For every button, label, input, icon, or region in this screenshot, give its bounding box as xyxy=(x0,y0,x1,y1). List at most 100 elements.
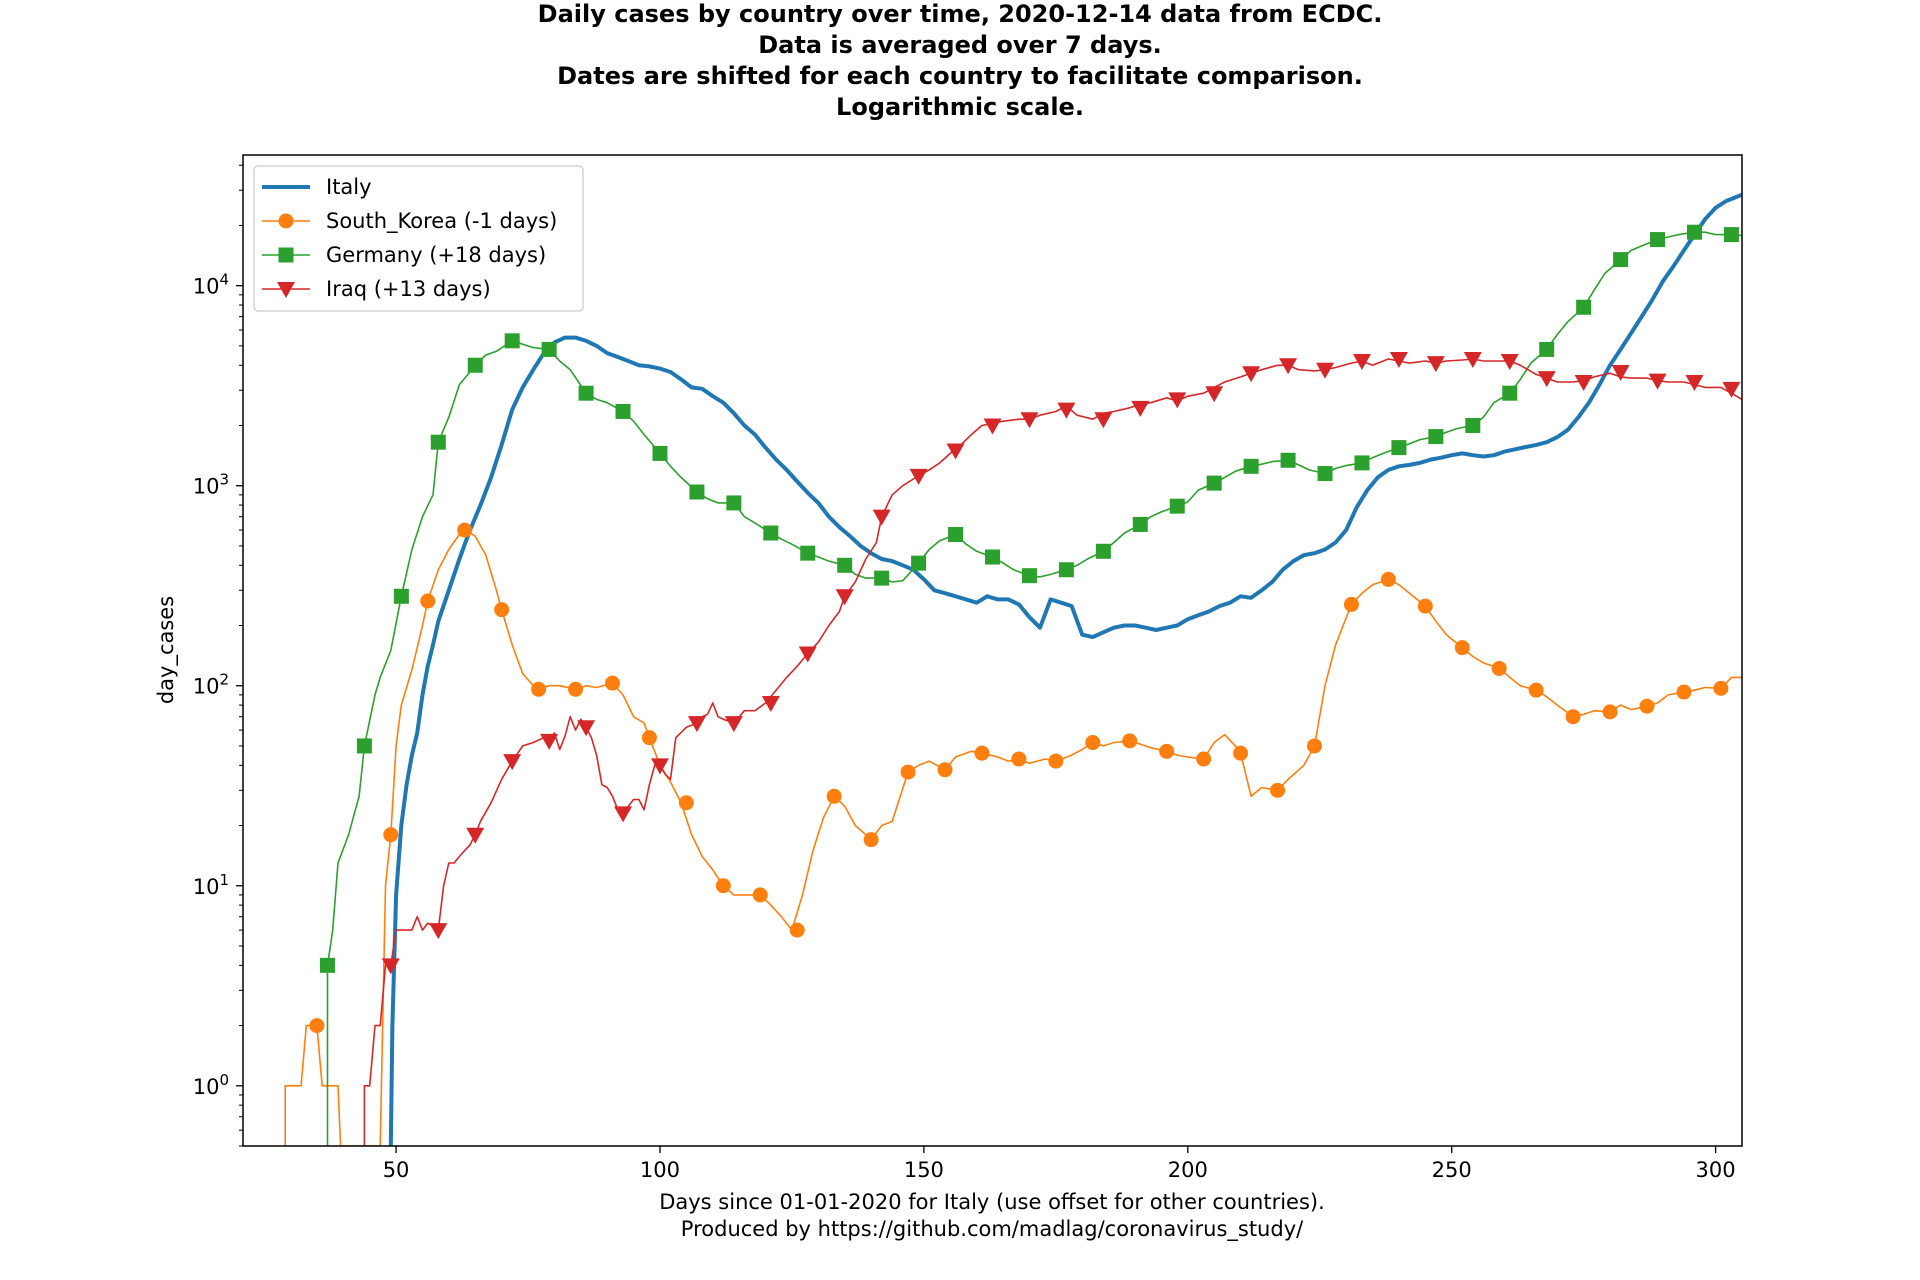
data-point xyxy=(687,716,706,733)
x-tick-label: 300 xyxy=(1696,1158,1736,1182)
x-tick-label: 250 xyxy=(1432,1158,1472,1182)
legend-item: Iraq (+13 days) xyxy=(262,277,491,301)
data-point xyxy=(1306,738,1322,754)
data-point xyxy=(800,545,816,561)
legend-frame xyxy=(253,165,584,312)
data-point xyxy=(466,827,485,844)
data-point xyxy=(393,588,409,604)
data-point xyxy=(874,570,890,586)
data-point xyxy=(1343,596,1359,612)
data-point xyxy=(937,762,953,778)
data-point xyxy=(1528,682,1544,698)
data-point xyxy=(1020,412,1039,429)
legend-item: South_Korea (-1 days) xyxy=(262,209,557,234)
x-axis-label: Days since 01-01-2020 for Italy (use off… xyxy=(659,1190,1325,1242)
data-point xyxy=(724,716,743,733)
title-line-2: Dates are shifted for each country to fa… xyxy=(557,62,1363,90)
data-point xyxy=(650,758,669,775)
data-point xyxy=(983,418,1002,435)
data-point xyxy=(1243,458,1259,474)
data-point xyxy=(1380,571,1396,587)
data-point xyxy=(615,403,631,419)
data-point xyxy=(1465,417,1481,433)
data-point xyxy=(689,484,705,500)
legend-item: Germany (+18 days) xyxy=(262,243,546,267)
data-point xyxy=(1122,733,1138,749)
data-point xyxy=(540,733,559,750)
data-point xyxy=(420,593,436,609)
x-label-line-1: Produced by https://github.com/madlag/co… xyxy=(681,1217,1304,1242)
data-point xyxy=(1085,735,1101,751)
data-point xyxy=(1159,743,1175,759)
series-germany xyxy=(319,224,1742,1146)
data-point xyxy=(1686,224,1702,240)
x-label-line-0: Days since 01-01-2020 for Italy (use off… xyxy=(659,1190,1325,1214)
legend-label: South_Korea (-1 days) xyxy=(326,209,557,234)
x-tick-label: 50 xyxy=(383,1158,410,1182)
legend-item: Italy xyxy=(262,175,372,199)
data-point xyxy=(1389,351,1408,368)
data-point xyxy=(715,878,731,894)
data-point xyxy=(946,443,965,460)
title-line-0: Daily cases by country over time, 2020-1… xyxy=(538,0,1383,28)
y-tick-base: 10 xyxy=(193,475,220,499)
data-point xyxy=(1279,358,1298,375)
data-point xyxy=(1491,660,1507,676)
data-point xyxy=(761,695,780,712)
data-point xyxy=(763,525,779,541)
series-italy xyxy=(388,192,1742,1146)
data-point xyxy=(1574,374,1593,391)
data-point xyxy=(1048,753,1064,769)
data-point xyxy=(1280,452,1296,468)
data-point xyxy=(1316,362,1335,379)
series-line xyxy=(388,192,1742,1146)
data-point xyxy=(604,675,620,691)
data-point xyxy=(1354,455,1370,471)
plot-area xyxy=(243,155,1742,1146)
chart-title: Daily cases by country over time, 2020-1… xyxy=(538,0,1383,121)
data-point xyxy=(1611,365,1630,382)
data-point xyxy=(429,923,448,940)
data-point xyxy=(494,602,510,618)
data-point xyxy=(1537,371,1556,388)
legend-marker xyxy=(278,213,294,229)
data-point xyxy=(430,434,446,450)
data-point xyxy=(1169,498,1185,514)
y-tick-label: 101 xyxy=(193,871,229,899)
plot-frame xyxy=(242,154,1743,1147)
x-axis: 50 100 150 200 250 300 xyxy=(383,1146,1736,1182)
data-point xyxy=(900,764,916,780)
data-point xyxy=(911,555,927,571)
data-point xyxy=(383,827,399,843)
legend-marker xyxy=(277,282,295,298)
data-point xyxy=(826,788,842,804)
x-tick-label: 200 xyxy=(1168,1158,1208,1182)
data-point xyxy=(319,957,335,973)
title-line-3: Logarithmic scale. xyxy=(836,93,1084,121)
data-point xyxy=(1058,562,1074,578)
legend-marker xyxy=(278,247,294,263)
data-point xyxy=(503,754,522,771)
data-point xyxy=(835,589,854,606)
data-point xyxy=(577,720,596,737)
legend-label: Germany (+18 days) xyxy=(326,243,546,267)
data-point xyxy=(985,549,1000,565)
data-point xyxy=(457,522,473,538)
data-point xyxy=(1576,299,1592,315)
data-point xyxy=(568,681,584,697)
data-point xyxy=(309,1018,325,1034)
data-point xyxy=(1391,440,1407,456)
data-point xyxy=(467,357,483,373)
y-tick-label: 104 xyxy=(193,271,229,299)
y-tick-label: 102 xyxy=(193,671,229,699)
series-line xyxy=(284,529,1742,1146)
series-layer xyxy=(284,192,1742,1146)
data-point xyxy=(1639,698,1655,714)
data-point xyxy=(1454,640,1470,656)
data-point xyxy=(1539,341,1555,357)
data-point xyxy=(1317,466,1333,482)
y-tick-exponent: 1 xyxy=(219,871,229,889)
data-point xyxy=(1131,400,1150,417)
data-point xyxy=(578,385,594,401)
